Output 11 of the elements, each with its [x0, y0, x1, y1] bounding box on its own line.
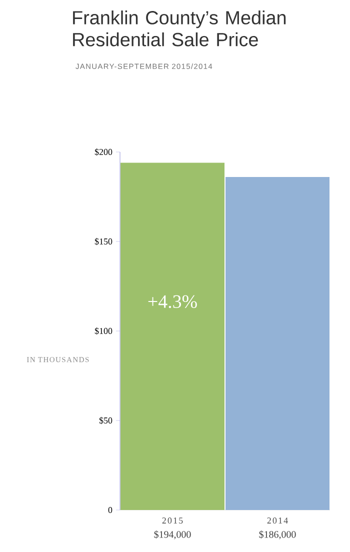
- annotation: +4.3%: [148, 295, 197, 308]
- text: $194,000: [154, 530, 191, 540]
- y-tick-label: $200: [94, 148, 112, 156]
- x-tick-label: 2015: [162, 518, 183, 524]
- y-tick-label: $100: [94, 327, 112, 335]
- y-tick-label: 0: [108, 506, 112, 514]
- x-tick-label: 2014: [267, 518, 288, 524]
- y-tick-label: $50: [99, 416, 112, 424]
- y-tick-label: $150: [94, 238, 112, 246]
- chart-title: Franklin County’s Median Residential Sale Price: [73, 10, 286, 46]
- text: $186,000: [259, 530, 296, 540]
